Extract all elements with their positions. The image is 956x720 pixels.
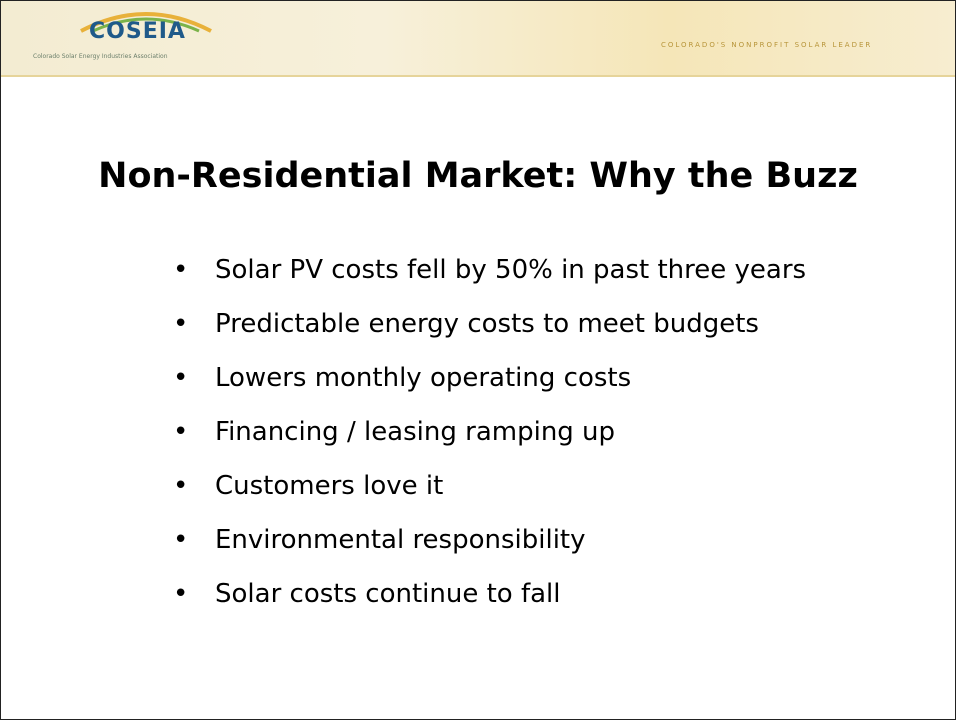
bullet: Lowers monthly operating costs bbox=[173, 351, 806, 405]
logo-subtitle: Colorado Solar Energy Industries Associa… bbox=[33, 53, 168, 60]
bullet: Solar PV costs fell by 50% in past three… bbox=[173, 243, 806, 297]
bullet: Solar costs continue to fall bbox=[173, 567, 806, 621]
banner: COSEIA Colorado Solar Energy Industries … bbox=[1, 1, 955, 77]
bullet: Predictable energy costs to meet budgets bbox=[173, 297, 806, 351]
bullet: Customers love it bbox=[173, 459, 806, 513]
tagline: COLORADO'S NONPROFIT SOLAR LEADER bbox=[661, 41, 873, 49]
logo: COSEIA bbox=[89, 19, 186, 44]
logo-arc bbox=[80, 12, 212, 33]
bullet: Environmental responsibility bbox=[173, 513, 806, 567]
bullet: Financing / leasing ramping up bbox=[173, 405, 806, 459]
bullet-list: Solar PV costs fell by 50% in past three… bbox=[173, 243, 806, 621]
slide-title: Non-Residential Market: Why the Buzz bbox=[98, 156, 858, 196]
